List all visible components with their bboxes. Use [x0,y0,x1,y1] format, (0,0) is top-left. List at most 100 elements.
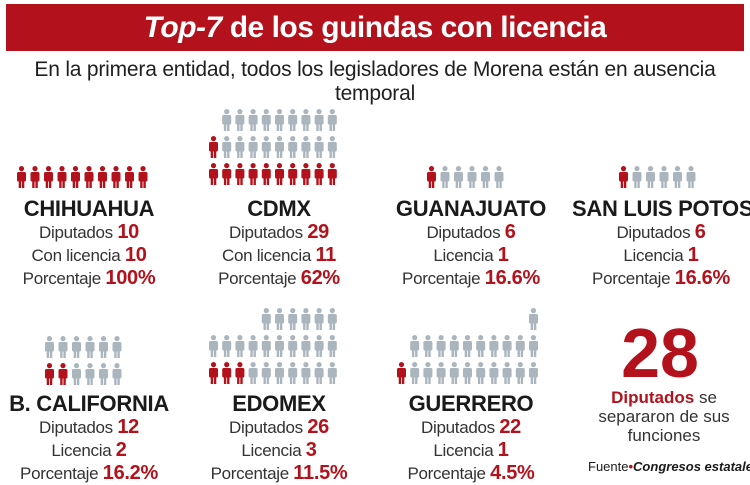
person-icon [235,163,245,185]
person-icon [235,335,245,357]
person-icon [436,361,446,384]
card-edomex: EDOMEX Diputados 26 Licencia 3 Porcentaj… [190,392,368,485]
person-icon [261,136,271,158]
source-label: Fuente [588,459,629,474]
person-icon [327,163,337,185]
person-icon [515,335,525,357]
figures-chihuahua [16,165,151,191]
person-icon [261,335,271,357]
value-licencia: 11 [315,244,336,266]
source-text: Congresos estatales [633,459,750,474]
value-diputados: 10 [117,221,139,243]
total-label-bold: Diputados [611,388,695,407]
person-icon [396,361,406,384]
label-licencia: Con licencia [31,246,121,265]
figures-guerrero [396,307,541,388]
label-diputados: Diputados [426,223,501,242]
state-name: B. CALIFORNIA [9,391,169,416]
person-icon [454,166,463,188]
person-icon [301,109,311,131]
person-icon [440,166,450,188]
label-porcentaje: Porcentaje [407,464,486,483]
person-icon [275,362,284,384]
person-icon [288,136,298,158]
total-label-rest: se separaron de sus funciones [598,388,730,445]
card-guerrero: GUERRERO Diputados 22 Licencia 1 Porcent… [382,392,560,485]
person-icon [301,362,311,384]
person-icon [44,166,53,188]
label-licencia: Con licencia [222,246,312,265]
person-icon [327,136,337,158]
label-licencia: Licencia [433,441,494,460]
person-icon [673,166,682,188]
person-icon [288,109,298,131]
person-icon [209,362,218,384]
value-diputados: 12 [117,416,139,438]
card-b-california: B. CALIFORNIA Diputados 12 Licencia 2 Po… [0,392,178,485]
person-icon [427,166,436,188]
value-diputados: 26 [307,416,329,438]
person-icon [222,335,232,357]
label-diputados: Diputados [39,418,113,437]
label-licencia: Licencia [241,441,302,460]
person-icon [261,308,271,330]
value-porcentaje: 11.5% [293,462,348,484]
label-diputados: Diputados [616,223,691,242]
person-icon [314,163,324,185]
person-icon [528,335,538,357]
person-icon [45,363,54,385]
person-icon [327,335,337,357]
value-porcentaje: 16.6% [674,267,731,289]
person-icon [314,362,324,384]
person-icon [111,166,121,188]
person-icon [314,308,324,330]
person-icon [528,308,538,331]
state-name: SAN LUIS POTOSÍ [572,196,750,221]
value-diputados: 6 [694,221,706,243]
person-icon [314,335,324,357]
value-porcentaje: 100% [105,267,156,289]
label-diputados: Diputados [229,418,303,437]
label-porcentaje: Porcentaje [20,464,99,483]
value-licencia: 3 [305,439,317,461]
person-icon [85,363,95,385]
card-cdmx: CDMX Diputados 29 Con licencia 11 Porcen… [190,197,368,290]
person-icon [327,362,337,384]
person-icon [248,335,258,357]
value-licencia: 1 [687,244,699,266]
person-icon [138,166,148,188]
person-icon [494,166,504,188]
person-icon [646,166,655,188]
person-icon [515,361,525,384]
person-icon [30,166,40,188]
person-icon [248,362,258,384]
figures-cdmx [208,108,340,189]
card-chihuahua: CHIHUAHUA Diputados 10 Con licencia 10 P… [0,197,178,290]
person-icon [436,335,446,357]
label-diputados: Diputados [421,418,495,437]
person-icon [261,163,271,185]
person-icon [476,335,486,357]
source-note: Fuente•Congresos estatales [588,459,750,474]
person-icon [222,362,232,384]
title-top7: Top-7 [143,10,223,44]
person-icon [58,363,68,385]
person-icon [423,335,433,357]
value-licencia: 1 [497,244,509,266]
state-name: CDMX [247,196,311,221]
person-icon [72,336,81,358]
person-icon [288,335,298,357]
person-icon [99,336,108,358]
person-icon [58,336,68,358]
person-icon [17,166,26,188]
value-porcentaje: 16.2% [102,462,159,484]
figures-guanajuato [426,165,507,191]
person-icon [209,335,218,357]
value-licencia: 10 [124,244,147,266]
person-icon [528,361,538,384]
state-name: GUANAJUATO [395,196,547,221]
person-icon [222,136,232,158]
person-icon [659,166,669,188]
person-icon [235,136,245,158]
person-icon [57,166,67,188]
